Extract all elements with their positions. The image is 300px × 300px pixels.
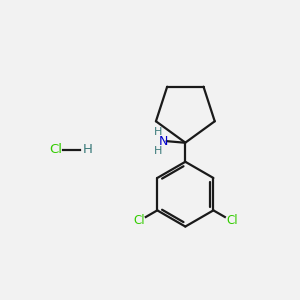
Text: Cl: Cl — [133, 214, 145, 227]
Text: Cl: Cl — [226, 214, 238, 227]
Text: H: H — [82, 143, 92, 157]
Text: Cl: Cl — [49, 143, 62, 157]
Text: N: N — [159, 135, 168, 148]
Text: H: H — [154, 127, 162, 137]
Text: H: H — [154, 146, 162, 156]
